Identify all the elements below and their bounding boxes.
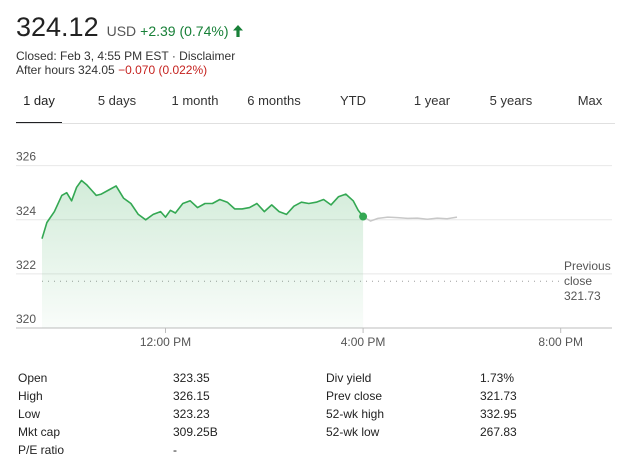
y-tick-label: 320	[16, 312, 36, 326]
key-stats-table: Open 323.35 Div yield 1.73% High 326.15 …	[18, 371, 618, 461]
close-point	[359, 212, 368, 221]
stat-open-label: Open	[18, 371, 48, 385]
stat-row: Mkt cap 309.25B 52-wk low 267.83	[18, 425, 618, 443]
arrow-up-icon	[232, 25, 243, 37]
stat-52wk-low-label: 52-wk low	[326, 425, 380, 439]
currency-code: USD	[106, 23, 137, 39]
price-series	[41, 179, 458, 328]
stat-row: P/E ratio -	[18, 443, 618, 461]
price-change: +2.39 (0.74%)	[140, 23, 229, 39]
stat-mkt-cap-value: 309.25B	[173, 425, 218, 439]
stat-high-value: 326.15	[173, 389, 210, 403]
x-tick-label: 12:00 PM	[140, 335, 191, 349]
tab-ytd[interactable]: YTD	[340, 93, 366, 108]
stat-prev-close-value: 321.73	[480, 389, 517, 403]
tab-5-years[interactable]: 5 years	[489, 93, 533, 108]
stat-row: Open 323.35 Div yield 1.73%	[18, 371, 618, 389]
stat-prev-close-label: Prev close	[326, 389, 383, 403]
tab-max[interactable]: Max	[577, 93, 603, 108]
tabs-divider	[16, 123, 615, 124]
stat-pe-ratio-value: -	[173, 443, 177, 457]
stat-low-value: 323.23	[173, 407, 210, 421]
stat-52wk-high-value: 332.95	[480, 407, 517, 421]
stat-div-yield-value: 1.73%	[480, 371, 515, 385]
x-tick-label: 4:00 PM	[341, 335, 386, 349]
stat-high-label: High	[18, 389, 43, 403]
tab-1-year[interactable]: 1 year	[413, 93, 451, 108]
previous-close-label-line: 321.73	[564, 289, 601, 303]
y-axis-labels: 326 324 322 320	[16, 150, 36, 326]
previous-close-label: Previous close 321.73	[564, 259, 611, 303]
price-chart[interactable]: 326 324 322 320 Previous close 321.73 12:00 P…	[0, 124, 627, 356]
stat-row: High 326.15 Prev close 321.73	[18, 389, 618, 407]
stat-low-label: Low	[18, 407, 41, 421]
tab-6-months[interactable]: 6 months	[247, 93, 301, 108]
previous-close-label-line: close	[564, 274, 592, 288]
stat-mkt-cap-label: Mkt cap	[18, 425, 61, 439]
after-hours-line: After hours 324.05 −0.070 (0.022%)	[16, 63, 627, 77]
tab-1-month[interactable]: 1 month	[171, 93, 219, 108]
stat-open-value: 323.35	[173, 371, 210, 385]
stat-row: Low 323.23 52-wk high 332.95	[18, 407, 618, 425]
price-row: 324.12 USD +2.39 (0.74%)	[16, 12, 627, 43]
x-tick-label: 8:00 PM	[538, 335, 583, 349]
after-hours-line	[362, 215, 458, 222]
current-price: 324.12	[16, 12, 99, 42]
session-line	[41, 179, 364, 239]
closed-status: Closed: Feb 3, 4:55 PM EST · Disclaimer	[16, 49, 236, 63]
after-hours-price: After hours 324.05	[16, 63, 115, 77]
stat-52wk-low-value: 267.83	[480, 425, 517, 439]
tab-5-days[interactable]: 5 days	[97, 93, 137, 108]
stat-pe-ratio-label: P/E ratio	[18, 443, 65, 457]
x-axis: 12:00 PM 4:00 PM 8:00 PM	[140, 328, 583, 349]
stat-52wk-high-label: 52-wk high	[326, 407, 385, 421]
y-tick-label: 324	[16, 204, 36, 218]
stat-div-yield-label: Div yield	[326, 371, 372, 385]
session-area	[42, 180, 364, 328]
y-tick-label: 326	[16, 150, 36, 164]
range-tabs: 1 day 5 days 1 month 6 months YTD 1 year…	[16, 90, 615, 124]
after-hours-change: −0.070 (0.022%)	[118, 63, 208, 77]
previous-close-label-line: Previous	[564, 259, 611, 273]
tab-1-day[interactable]: 1 day	[23, 93, 55, 108]
quote-header: 324.12 USD +2.39 (0.74%) Closed: Feb 3, …	[16, 12, 627, 77]
y-tick-label: 322	[16, 258, 36, 272]
